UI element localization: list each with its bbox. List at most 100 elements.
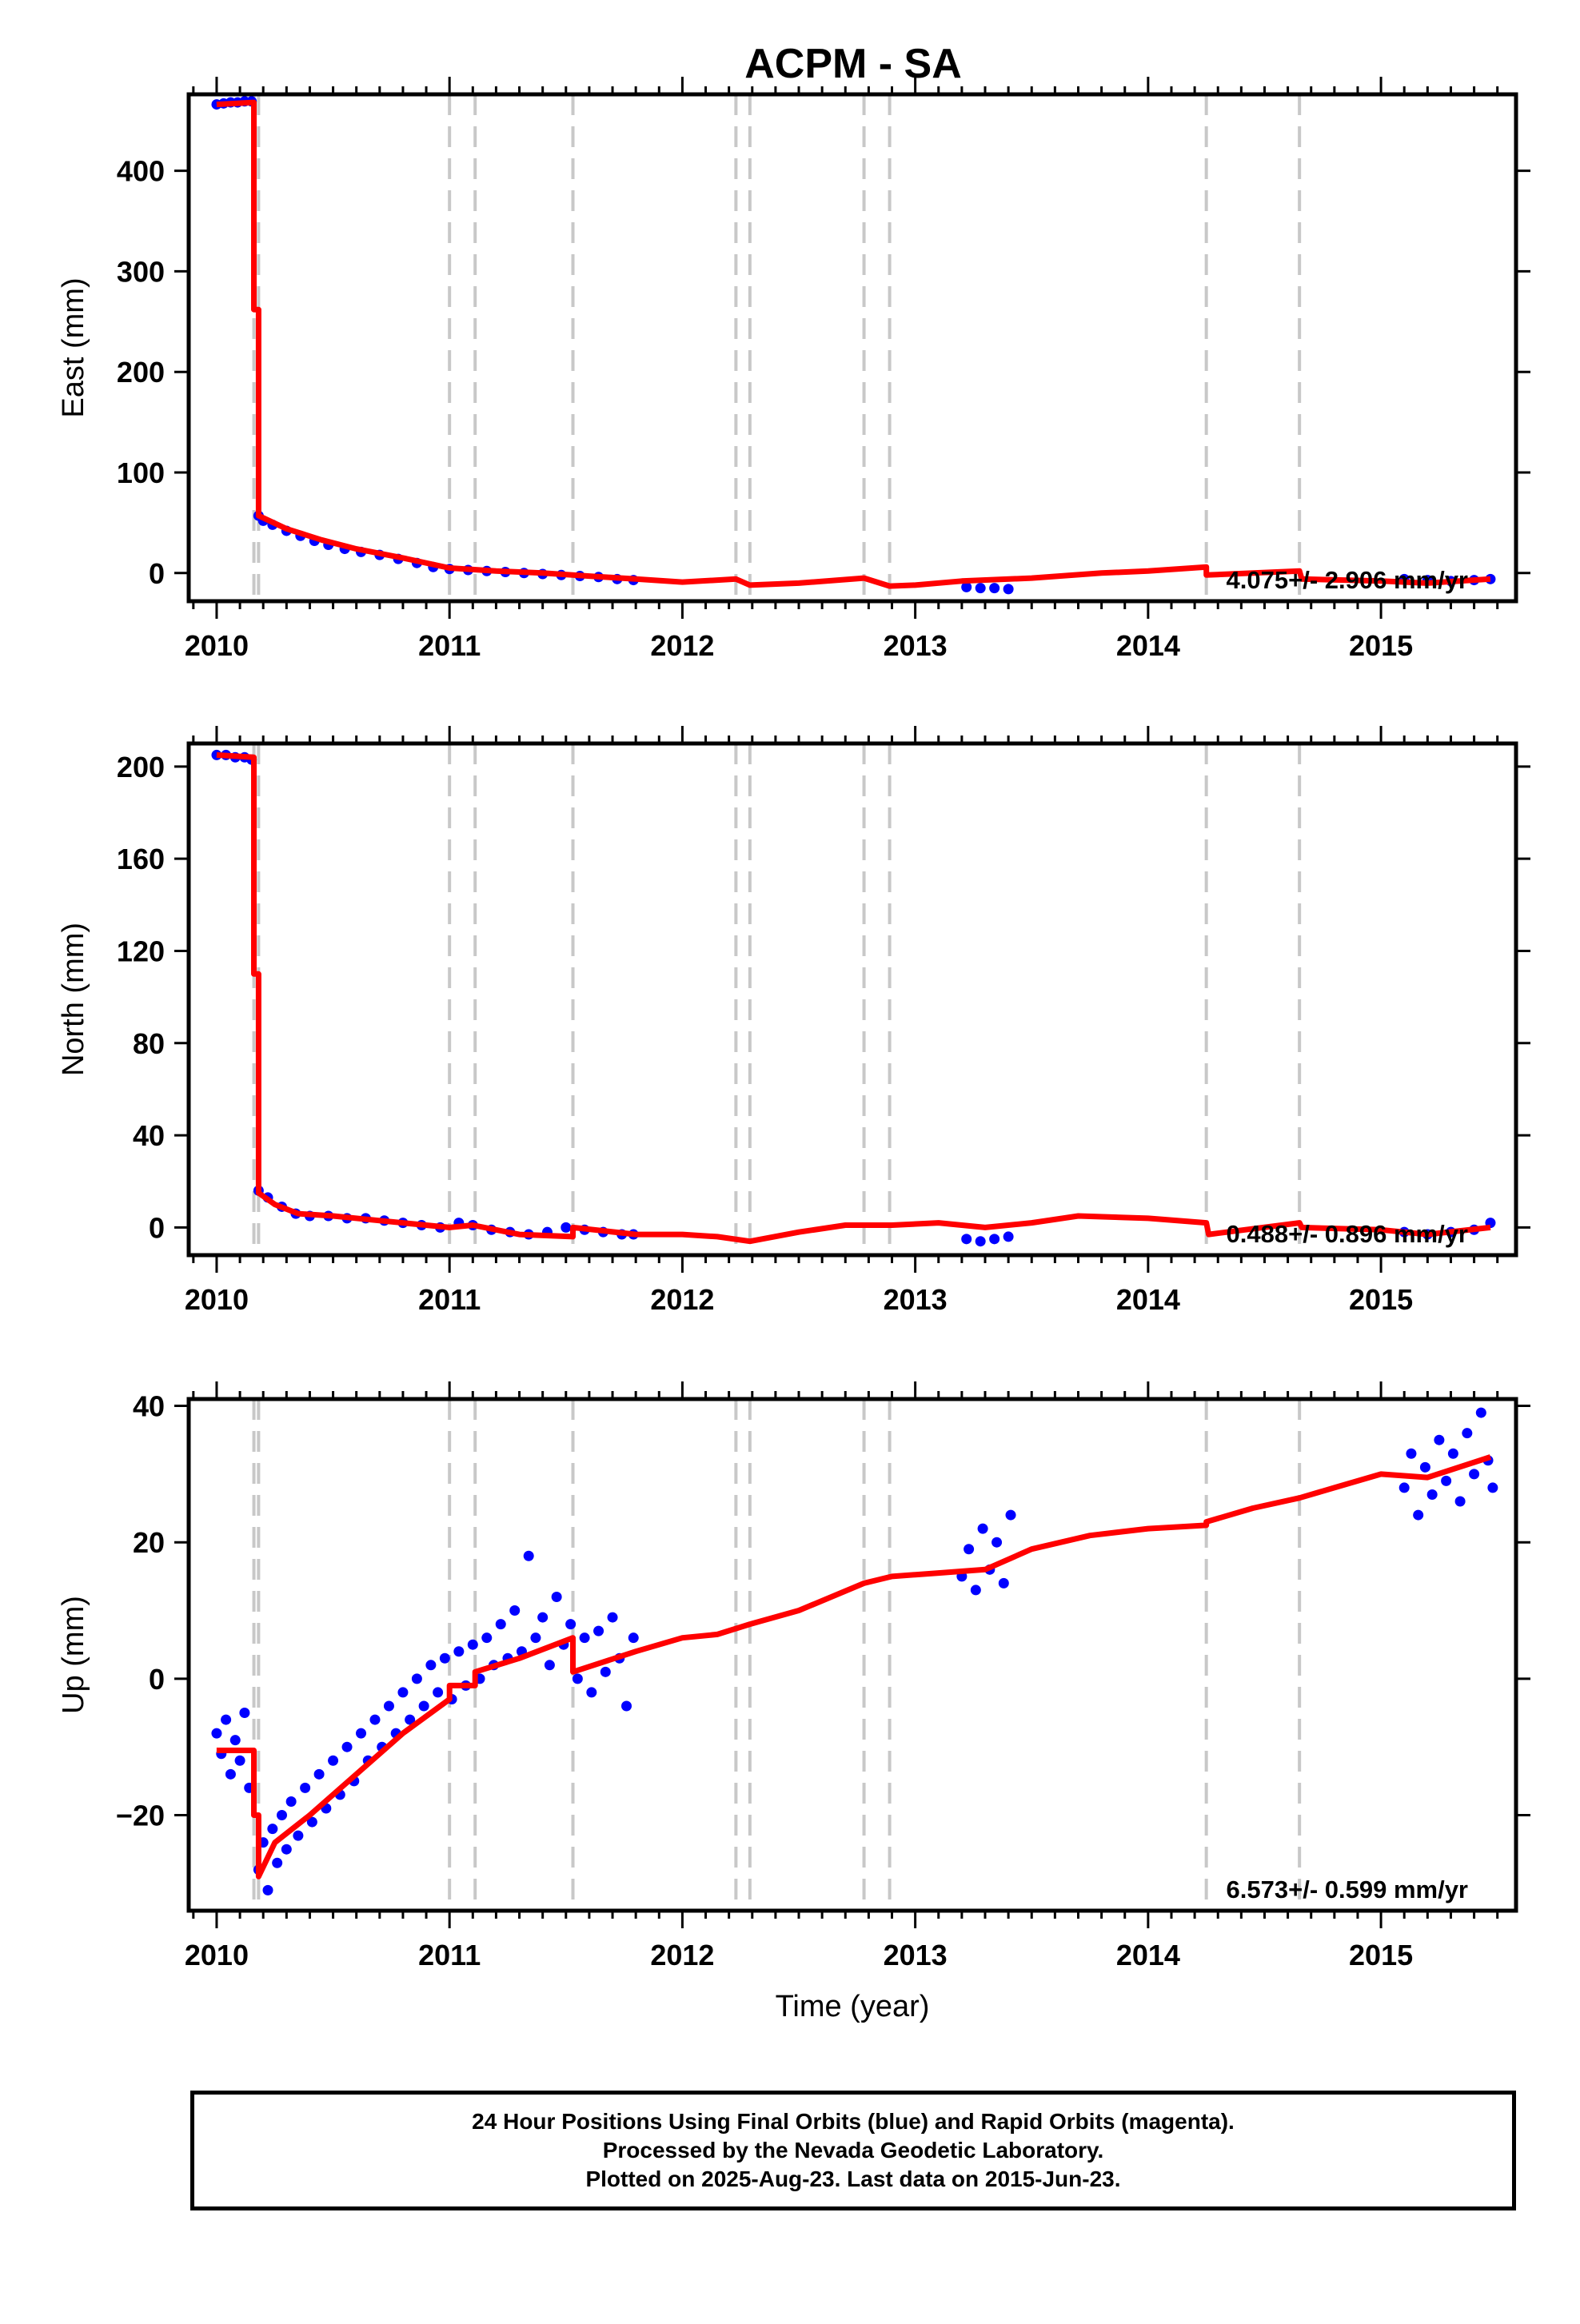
data-point xyxy=(1462,1428,1473,1439)
data-point xyxy=(970,1585,981,1596)
plot-area-east xyxy=(211,94,1496,601)
data-point xyxy=(991,1537,1003,1548)
data-point xyxy=(1441,1475,1452,1486)
data-point xyxy=(607,1612,618,1623)
y-tick-label: 300 xyxy=(117,255,165,288)
model-line xyxy=(216,751,1491,1245)
data-point xyxy=(1003,584,1014,595)
x-tick-label: 2010 xyxy=(185,1939,249,1971)
x-tick-label: 2011 xyxy=(418,1283,481,1316)
x-tick-label: 2014 xyxy=(1116,629,1180,662)
x-tick-label: 2015 xyxy=(1349,1939,1413,1971)
data-point xyxy=(211,1728,222,1739)
data-point xyxy=(579,1632,590,1644)
data-point xyxy=(544,1660,555,1671)
data-point xyxy=(267,1824,278,1835)
y-tick-label: 0 xyxy=(149,557,165,590)
plot-frame xyxy=(186,1397,1518,1913)
data-point xyxy=(523,1550,534,1561)
data-point xyxy=(328,1755,339,1766)
plot-area-up xyxy=(211,1399,1498,1911)
y-axis-label: East (mm) xyxy=(57,277,90,417)
data-point xyxy=(276,1810,287,1821)
y-tick-label: 0 xyxy=(149,1211,165,1244)
x-tick-label: 2012 xyxy=(650,1939,714,1971)
y-tick-label: 20 xyxy=(133,1526,165,1559)
data-point xyxy=(425,1660,437,1671)
model-line xyxy=(216,1454,1492,1880)
data-point xyxy=(975,583,986,594)
footer-line-1: 24 Hour Positions Using Final Orbits (bl… xyxy=(472,2109,1235,2134)
data-point xyxy=(1487,1482,1498,1493)
data-point xyxy=(1469,1469,1480,1480)
data-point xyxy=(369,1714,381,1725)
data-point xyxy=(593,1625,604,1636)
data-point xyxy=(1398,1482,1410,1493)
data-point xyxy=(272,1857,283,1868)
data-point xyxy=(383,1700,394,1712)
data-point xyxy=(989,583,1000,594)
data-point xyxy=(621,1700,632,1712)
data-point xyxy=(300,1782,311,1793)
data-point xyxy=(313,1768,325,1780)
data-point xyxy=(397,1687,409,1698)
data-point xyxy=(572,1673,583,1684)
data-point xyxy=(405,1714,416,1725)
data-point xyxy=(1475,1407,1486,1418)
data-point xyxy=(975,1236,986,1247)
data-point xyxy=(285,1796,297,1807)
x-tick-label: 2012 xyxy=(650,629,714,662)
data-point xyxy=(964,1544,975,1555)
data-point xyxy=(586,1687,597,1698)
data-point xyxy=(1454,1496,1466,1507)
y-axis-label: North (mm) xyxy=(57,923,90,1076)
x-axis-label: Time (year) xyxy=(776,1990,930,2023)
chart-title: ACPM - SA xyxy=(744,41,962,87)
x-tick-label: 2011 xyxy=(418,629,481,662)
x-tick-label: 2015 xyxy=(1349,629,1413,662)
data-point xyxy=(565,1619,577,1630)
x-tick-label: 2010 xyxy=(185,629,249,662)
plot-frame xyxy=(186,741,1518,1258)
y-tick-label: 100 xyxy=(117,456,165,489)
data-point xyxy=(306,1816,317,1828)
model-line xyxy=(216,99,1491,589)
data-point xyxy=(281,1844,292,1855)
data-point xyxy=(561,1222,572,1233)
panel-north: 0 40 80 120 160 200 2010 2011 2012 2013 2014 2015 No… xyxy=(57,726,1530,1316)
y-tick-label: 200 xyxy=(117,356,165,389)
footer-line-3: Plotted on 2025-Aug-23. Last data on 201… xyxy=(585,2167,1121,2191)
data-point xyxy=(509,1605,521,1616)
data-point xyxy=(551,1591,562,1602)
x-tick-label: 2013 xyxy=(884,1283,948,1316)
y-tick-label: 200 xyxy=(117,751,165,783)
x-tick-label: 2014 xyxy=(1116,1939,1180,1971)
data-point xyxy=(481,1632,493,1644)
data-point xyxy=(467,1639,478,1650)
data-point xyxy=(1005,1509,1016,1521)
x-tick-label: 2014 xyxy=(1116,1283,1180,1316)
x-tick-label: 2013 xyxy=(884,629,948,662)
data-point xyxy=(998,1577,1009,1589)
x-tick-label: 2015 xyxy=(1349,1283,1413,1316)
y-tick-label: −20 xyxy=(116,1800,165,1832)
x-tick-label: 2013 xyxy=(884,1939,948,1971)
rate-annotation: 4.075+/- 2.906 mm/yr xyxy=(1227,566,1468,594)
x-tick-label: 2011 xyxy=(418,1939,481,1971)
data-point xyxy=(293,1830,304,1841)
data-point xyxy=(433,1687,444,1698)
rate-annotation: 0.488+/- 0.896 mm/yr xyxy=(1227,1220,1468,1248)
data-point xyxy=(977,1523,988,1534)
y-axis-label: Up (mm) xyxy=(57,1596,90,1714)
data-point xyxy=(1419,1461,1430,1473)
y-tick-label: 80 xyxy=(133,1027,165,1060)
data-point xyxy=(1003,1231,1014,1242)
data-point xyxy=(628,1632,639,1644)
plot-frame xyxy=(186,92,1518,604)
y-tick-label: 120 xyxy=(117,935,165,967)
y-tick-label: 40 xyxy=(133,1119,165,1152)
data-point xyxy=(453,1646,465,1657)
y-tick-label: 0 xyxy=(149,1663,165,1696)
data-point xyxy=(356,1728,367,1739)
data-point xyxy=(1434,1434,1445,1445)
